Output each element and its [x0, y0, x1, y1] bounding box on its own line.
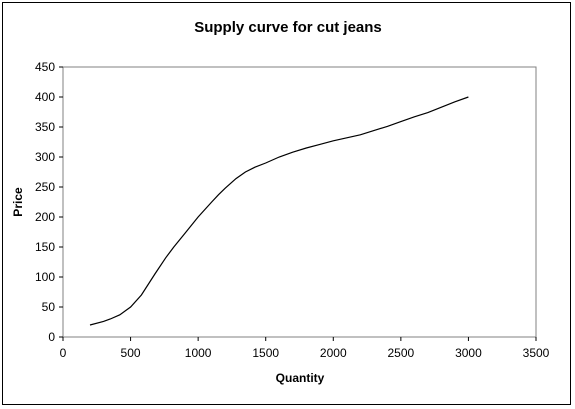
y-tick-label: 100	[35, 270, 55, 284]
x-tick-label: 2000	[320, 346, 347, 360]
chart-title: Supply curve for cut jeans	[194, 19, 382, 36]
y-tick-label: 200	[35, 210, 55, 224]
x-tick-label: 1500	[252, 346, 279, 360]
y-axis: 0 50 100 150 200 250 300 350 400 450	[35, 60, 63, 344]
y-tick-label: 50	[42, 300, 56, 314]
series-line	[89, 96, 469, 326]
y-tick-label: 150	[35, 240, 55, 254]
chart-frame	[2, 2, 571, 405]
x-tick-label: 500	[121, 346, 141, 360]
y-tick-label: 300	[35, 150, 55, 164]
plot-area	[62, 66, 537, 338]
y-axis-label: Price	[11, 187, 25, 217]
x-axis-label: Quantity	[276, 371, 325, 385]
y-tick-label: 400	[35, 90, 55, 104]
x-tick-label: 2500	[388, 346, 415, 360]
x-axis: 0 500 1000 1500 2000 2500 3000 3500	[60, 337, 550, 360]
x-tick-label: 3500	[523, 346, 550, 360]
y-tick-label: 0	[48, 330, 55, 344]
x-tick-label: 0	[60, 346, 67, 360]
y-tick-label: 250	[35, 180, 55, 194]
y-tick-label: 350	[35, 120, 55, 134]
x-tick-label: 1000	[185, 346, 212, 360]
y-tick-label: 450	[35, 60, 55, 74]
x-tick-label: 3000	[455, 346, 482, 360]
